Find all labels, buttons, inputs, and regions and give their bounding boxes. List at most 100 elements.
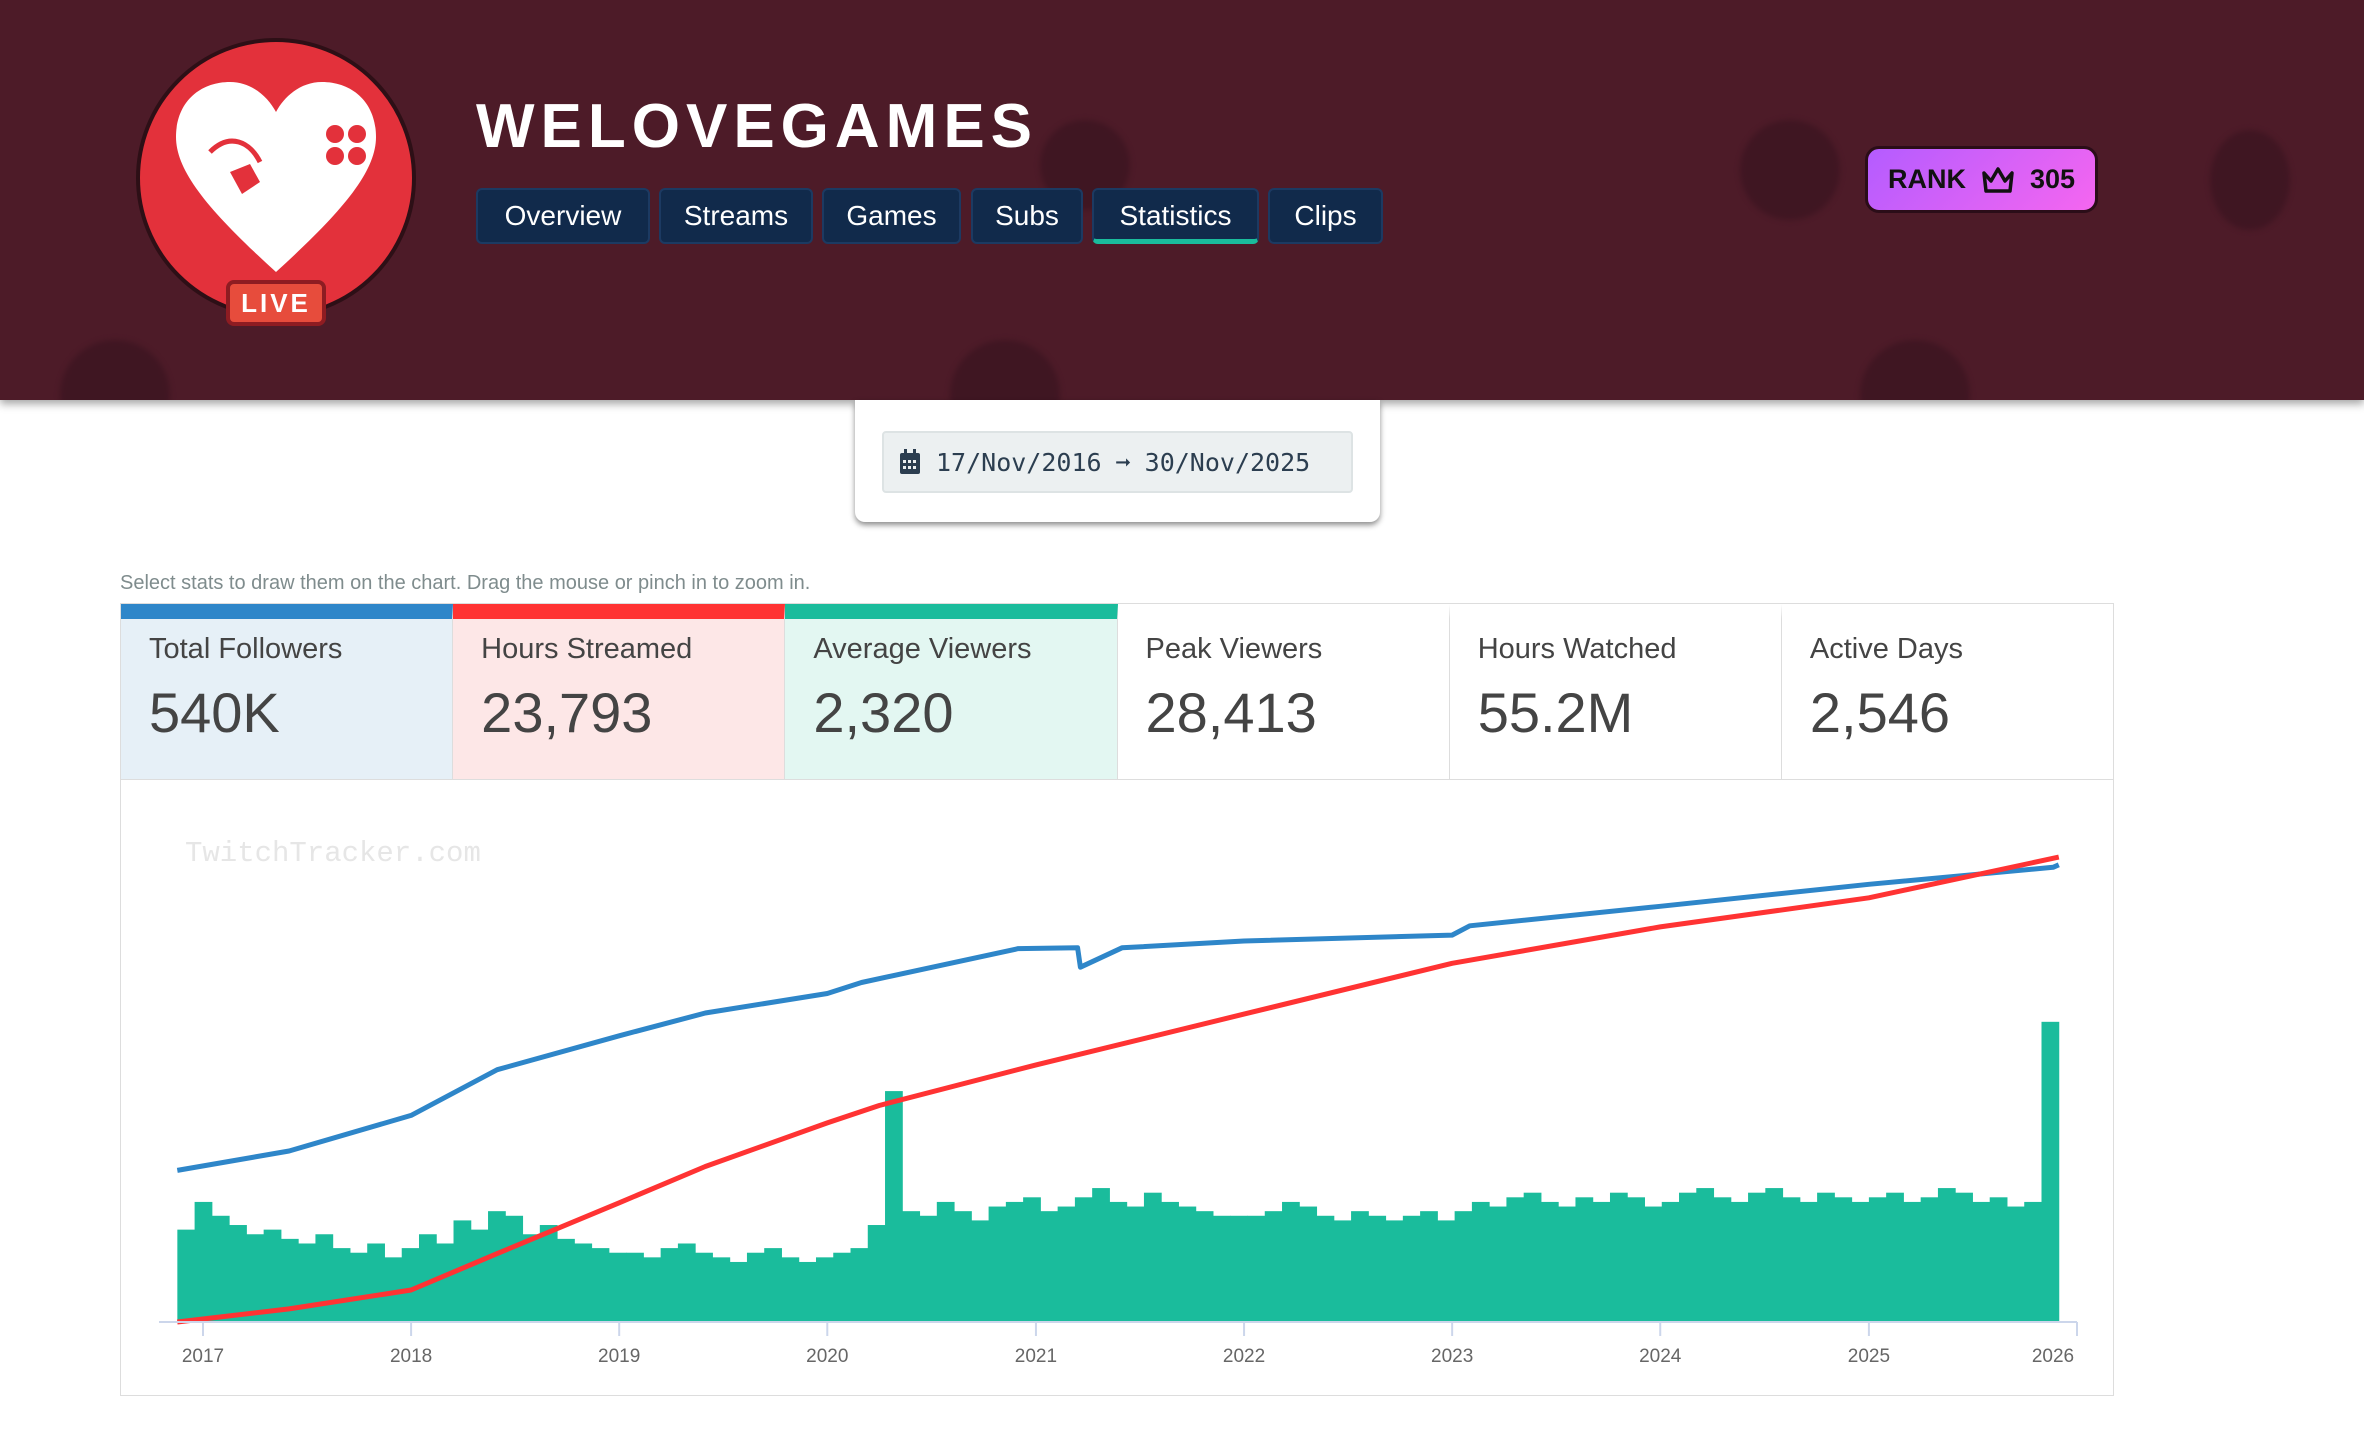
avg-viewers-bar: [1937, 1188, 1956, 1322]
stat-label: Peak Viewers: [1145, 633, 1323, 665]
end-date: 30/Nov/2025: [1144, 447, 1311, 477]
avg-viewers-bar: [815, 1257, 834, 1322]
background-pattern: [1740, 120, 1840, 220]
x-tick-label: 2024: [1639, 1346, 1682, 1367]
background-pattern: [950, 340, 1060, 400]
stat-label: Active Days: [1809, 633, 1963, 665]
avg-viewers-bar: [833, 1252, 852, 1322]
avg-viewers-bar: [1420, 1211, 1438, 1322]
watermark: TwitchTracker.com: [185, 837, 481, 870]
stat-value: 540K: [149, 681, 280, 744]
rank-badge[interactable]: RANK 305: [1865, 146, 2098, 213]
x-tick-label: 2026: [2032, 1346, 2074, 1367]
x-tick-label: 2018: [390, 1346, 432, 1367]
stat-hours-watched[interactable]: Hours Watched 55.2M: [1450, 604, 1782, 779]
avg-viewers-bar: [488, 1211, 506, 1322]
avg-viewers-bar: [902, 1211, 921, 1322]
tab-streams[interactable]: Streams: [659, 188, 813, 244]
channel-name: WELOVEGAMES: [476, 92, 1039, 161]
stat-label: Hours Streamed: [481, 633, 693, 665]
avg-viewers-bar: [1126, 1206, 1145, 1322]
avg-viewers-bar: [1661, 1201, 1680, 1322]
avg-viewers-bar: [349, 1252, 368, 1322]
avg-viewers-bar: [1212, 1215, 1231, 1322]
arrow-right-icon: ➞: [1115, 447, 1131, 477]
avg-viewers-bar: [1489, 1206, 1507, 1322]
avg-viewers-bar: [1057, 1206, 1076, 1322]
avg-viewers-bar: [1437, 1220, 1456, 1322]
avg-viewers-bar: [1575, 1197, 1594, 1322]
avg-viewers-bar: [1023, 1197, 1041, 1322]
stat-hours-streamed[interactable]: Hours Streamed 23,793: [453, 604, 786, 779]
avg-viewers-bar: [1920, 1197, 1939, 1322]
heart-controller-logo: [176, 82, 376, 272]
avg-viewers-bar: [936, 1201, 955, 1322]
avg-viewers-bar: [1730, 1201, 1749, 1322]
avg-viewers-bar: [1713, 1197, 1732, 1322]
avg-viewers-bar: [470, 1229, 489, 1322]
rank-value: 305: [2029, 164, 2076, 194]
avg-viewers-bar: [729, 1261, 748, 1322]
stat-value: 28,413: [1145, 681, 1317, 744]
avg-viewers-bar: [384, 1257, 403, 1322]
date-range-picker[interactable]: 17/Nov/2016 ➞ 30/Nov/2025: [882, 431, 1353, 493]
avg-viewers-bar: [436, 1243, 455, 1322]
avg-viewers-bar: [1592, 1201, 1611, 1322]
avg-viewers-bar: [695, 1252, 713, 1322]
avg-viewers-bar: [1282, 1201, 1300, 1322]
avg-viewers-bar: [1351, 1211, 1369, 1322]
rank-label: RANK: [1887, 164, 1966, 194]
chart-svg[interactable]: TwitchTracker.com 2017 2018 2019 2020 2021 20…: [121, 780, 2115, 1396]
avg-viewers-bar: [298, 1243, 316, 1322]
avg-viewers-bar: [712, 1257, 731, 1322]
avg-viewers-bar: [2041, 1021, 2060, 1322]
avg-viewers-bar: [781, 1257, 800, 1322]
avg-viewers-bar: [1989, 1197, 2008, 1322]
tab-clips[interactable]: Clips: [1268, 188, 1383, 244]
avg-viewers-bar: [1264, 1211, 1283, 1322]
avg-viewers-bar: [1644, 1206, 1663, 1322]
x-tick-label: 2022: [1223, 1346, 1265, 1367]
tab-subs[interactable]: Subs: [971, 188, 1083, 244]
stat-label: Hours Watched: [1477, 633, 1677, 665]
avg-viewers-bar: [954, 1211, 972, 1322]
channel-header: LIVE WELOVEGAMES Overview Streams Games …: [0, 0, 2364, 400]
avg-viewers-bar: [332, 1248, 351, 1322]
stats-chart[interactable]: TwitchTracker.com 2017 2018 2019 2020 2021 20…: [120, 780, 2114, 1396]
avg-viewers-bar: [1247, 1215, 1266, 1322]
avg-viewers-bar: [1402, 1215, 1421, 1322]
stat-active-days[interactable]: Active Days 2,546: [1782, 604, 2113, 779]
avg-viewers-bar: [1903, 1201, 1922, 1322]
tab-games[interactable]: Games: [822, 188, 961, 244]
avg-viewers-bar: [246, 1234, 265, 1322]
avg-viewers-bar: [2006, 1206, 2025, 1322]
avg-viewers-bar: [643, 1257, 662, 1322]
avg-viewers-bar: [1696, 1188, 1715, 1322]
tab-overview[interactable]: Overview: [476, 188, 650, 244]
avg-viewers-bar: [660, 1248, 679, 1322]
crown-icon: [1982, 166, 2014, 193]
tab-statistics[interactable]: Statistics: [1092, 188, 1259, 244]
live-badge: LIVE: [226, 280, 326, 326]
avg-viewers-bar: [1385, 1220, 1404, 1322]
stat-peak-viewers[interactable]: Peak Viewers 28,413: [1118, 604, 1450, 779]
channel-avatar[interactable]: [136, 38, 416, 318]
stat-total-followers[interactable]: Total Followers 540K: [121, 604, 454, 779]
start-date: 17/Nov/2016: [936, 447, 1102, 477]
avg-viewers-bar: [608, 1252, 627, 1322]
avg-viewers-bar: [1074, 1197, 1093, 1322]
stat-average-viewers[interactable]: Average Viewers 2,320: [785, 604, 1118, 779]
avg-viewers-bar: [505, 1215, 524, 1322]
background-pattern: [60, 340, 170, 400]
avg-viewers-bar: [988, 1206, 1007, 1322]
stat-value: 2,546: [1809, 681, 1950, 744]
avg-viewers-bar: [280, 1238, 299, 1322]
stat-label: Average Viewers: [813, 633, 1032, 665]
avg-viewers-bar: [1333, 1220, 1352, 1322]
avg-viewers-bar: [1506, 1197, 1525, 1322]
avg-viewers-bar: [1972, 1201, 1991, 1322]
avg-viewers-bar: [1109, 1201, 1128, 1322]
calendar-icon: [900, 449, 920, 474]
avg-viewers-bar: [1851, 1201, 1870, 1322]
x-tick-label: 2020: [806, 1346, 848, 1367]
